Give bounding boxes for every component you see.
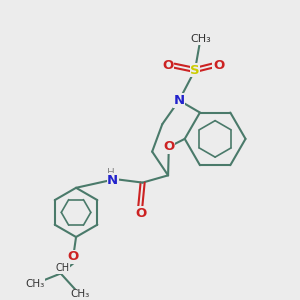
Text: S: S — [190, 64, 200, 76]
Text: CH₃: CH₃ — [190, 34, 211, 44]
Text: CH₃: CH₃ — [70, 289, 89, 299]
Text: N: N — [173, 94, 185, 107]
Text: N: N — [107, 174, 118, 187]
Text: CH₃: CH₃ — [25, 279, 44, 289]
Text: CH: CH — [55, 263, 69, 273]
Text: O: O — [163, 140, 174, 154]
Text: O: O — [68, 250, 79, 263]
Text: O: O — [135, 207, 146, 220]
Text: O: O — [162, 58, 173, 72]
Text: H: H — [107, 168, 115, 178]
Text: O: O — [213, 58, 224, 72]
